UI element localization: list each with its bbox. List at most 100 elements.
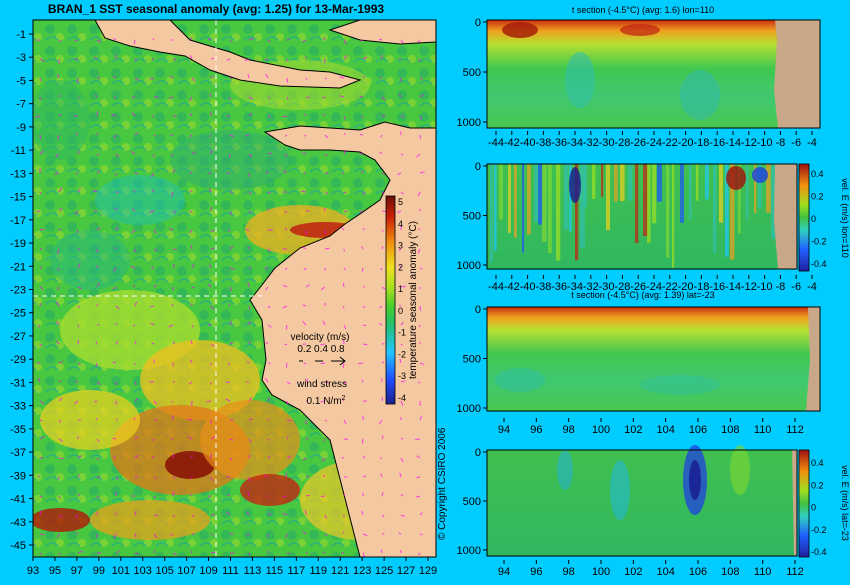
panel1-title: t section (-4.5°C) (avg: 1.6) lon=110 (572, 5, 714, 15)
velocity-colorbar-tick: -0.4 (811, 259, 827, 269)
velocity-arrow (75, 59, 78, 60)
velocity-stripe (746, 164, 748, 219)
velocity-stripe (696, 164, 698, 201)
anomaly-colorbar-tick: 4 (398, 219, 403, 229)
velocity-arrow (324, 439, 325, 442)
section-x-tick-label: -38 (535, 281, 551, 293)
velocity-stripe (606, 164, 610, 230)
velocity-stripe (689, 164, 691, 219)
velocity-arrow (173, 454, 174, 458)
main-map-title: BRAN_1 SST seasonal anomaly (avg: 1.25) … (48, 2, 384, 16)
anomaly-colorbar-tick: -4 (398, 393, 406, 403)
velocity-arrow (287, 78, 288, 83)
section-x-tick-label: -8 (776, 281, 786, 293)
section-x-tick-label: -4 (807, 281, 817, 293)
panel3-plot (487, 307, 820, 411)
velocity-arrow (116, 382, 117, 385)
velocity-core (752, 167, 768, 183)
section-y-tick-label: 0 (475, 304, 481, 316)
velocity-core (726, 166, 746, 190)
anomaly-colorbar-tick: 5 (398, 197, 403, 207)
section-x-tick-label: -18 (693, 137, 709, 149)
velocity-arrow (306, 476, 309, 477)
velocity-stripe (490, 164, 493, 262)
velocity-arrow (419, 325, 420, 327)
velocity-stripe (680, 164, 684, 223)
wind-legend-value: 0.1 N/m2 (307, 395, 346, 407)
panel4-colorbar (799, 450, 809, 557)
main-x-tick-label: 107 (177, 565, 195, 577)
velocity-arrow (135, 477, 138, 478)
velocity-arrow (40, 135, 41, 139)
velocity-arrow (362, 268, 363, 271)
section-x-tick-label: -14 (725, 137, 741, 149)
velocity-arrow (325, 59, 326, 63)
section-x-tick-label: -30 (599, 137, 615, 149)
velocity-arrow (287, 39, 290, 40)
section-x-tick-label: -12 (741, 281, 757, 293)
velocity-arrow (358, 363, 363, 364)
main-x-tick-label: 109 (199, 565, 217, 577)
velocity-stripe (657, 164, 662, 202)
section-x-tick-label: -40 (520, 281, 536, 293)
main-x-tick-label: 123 (353, 565, 371, 577)
velocity-arrow (116, 401, 117, 404)
velocity-arrow (207, 401, 211, 402)
velocity-arrow (94, 211, 97, 212)
section-x-tick-label: -42 (504, 137, 520, 149)
section-x-tick-label: -36 (551, 137, 567, 149)
section-x-tick-label: -16 (709, 137, 725, 149)
velocity-arrow (343, 363, 344, 368)
section-x-tick-label: 94 (498, 566, 510, 578)
velocity-arrow (59, 95, 60, 97)
panel2-colorbar (799, 164, 809, 271)
velocity-arrow (116, 208, 117, 211)
velocity-arrow (343, 283, 344, 287)
section-y-tick-label: 500 (463, 496, 481, 508)
panel4-plot (487, 445, 797, 556)
section-y-tick-label: 1000 (457, 545, 481, 557)
section-x-tick-label: -4 (807, 137, 817, 149)
section-x-tick-label: -44 (488, 137, 504, 149)
velocity-arrow (154, 154, 155, 157)
main-x-tick-label: 93 (27, 565, 39, 577)
section-y-tick-label: 0 (475, 17, 481, 29)
section-y-tick-label: 1000 (457, 117, 481, 129)
main-x-tick-label: 125 (375, 565, 393, 577)
main-y-tick-label: -11 (11, 145, 26, 157)
velocity-stripe (514, 164, 517, 238)
velocity-stripe (522, 164, 524, 253)
anomaly-colorbar-tick: 0 (398, 306, 403, 316)
main-y-tick-label: -29 (10, 354, 26, 366)
main-y-tick-label: -41 (10, 494, 26, 506)
section-x-tick-label: -6 (791, 281, 801, 293)
velocity-arrow (420, 306, 421, 311)
section-x-tick-label: -32 (583, 137, 599, 149)
velocity-arrow (400, 78, 401, 81)
anomaly-colorbar-tick: -3 (398, 371, 406, 381)
main-map-plot (30, 20, 436, 557)
velocity-stripe (556, 164, 560, 261)
main-y-tick-label: -45 (10, 540, 26, 552)
velocity-stripe (542, 164, 547, 242)
panel4-colorbar-ticks: 0.40.20-0.2-0.4 (811, 458, 827, 557)
velocity-arrow (190, 173, 192, 174)
velocity-arrow (382, 534, 384, 535)
section-x-tick-label: 96 (530, 566, 542, 578)
velocity-arrow (97, 249, 98, 253)
velocity-arrow (420, 135, 421, 139)
main-y-tick-label: -5 (16, 75, 26, 87)
velocity-stripe (705, 164, 709, 199)
section-x-tick-label: 104 (656, 424, 674, 436)
velocity-stripe (534, 164, 539, 222)
section-x-tick-label: -42 (504, 281, 520, 293)
panel2-colorbar-ticks: 0.40.20-0.2-0.4 (811, 169, 827, 269)
velocity-arrow (265, 268, 268, 269)
velocity-arrow (363, 325, 366, 326)
section-x-tick-label: -24 (646, 137, 662, 149)
section-x-tick-label: 112 (786, 424, 804, 436)
velocity-arrow (173, 249, 177, 250)
